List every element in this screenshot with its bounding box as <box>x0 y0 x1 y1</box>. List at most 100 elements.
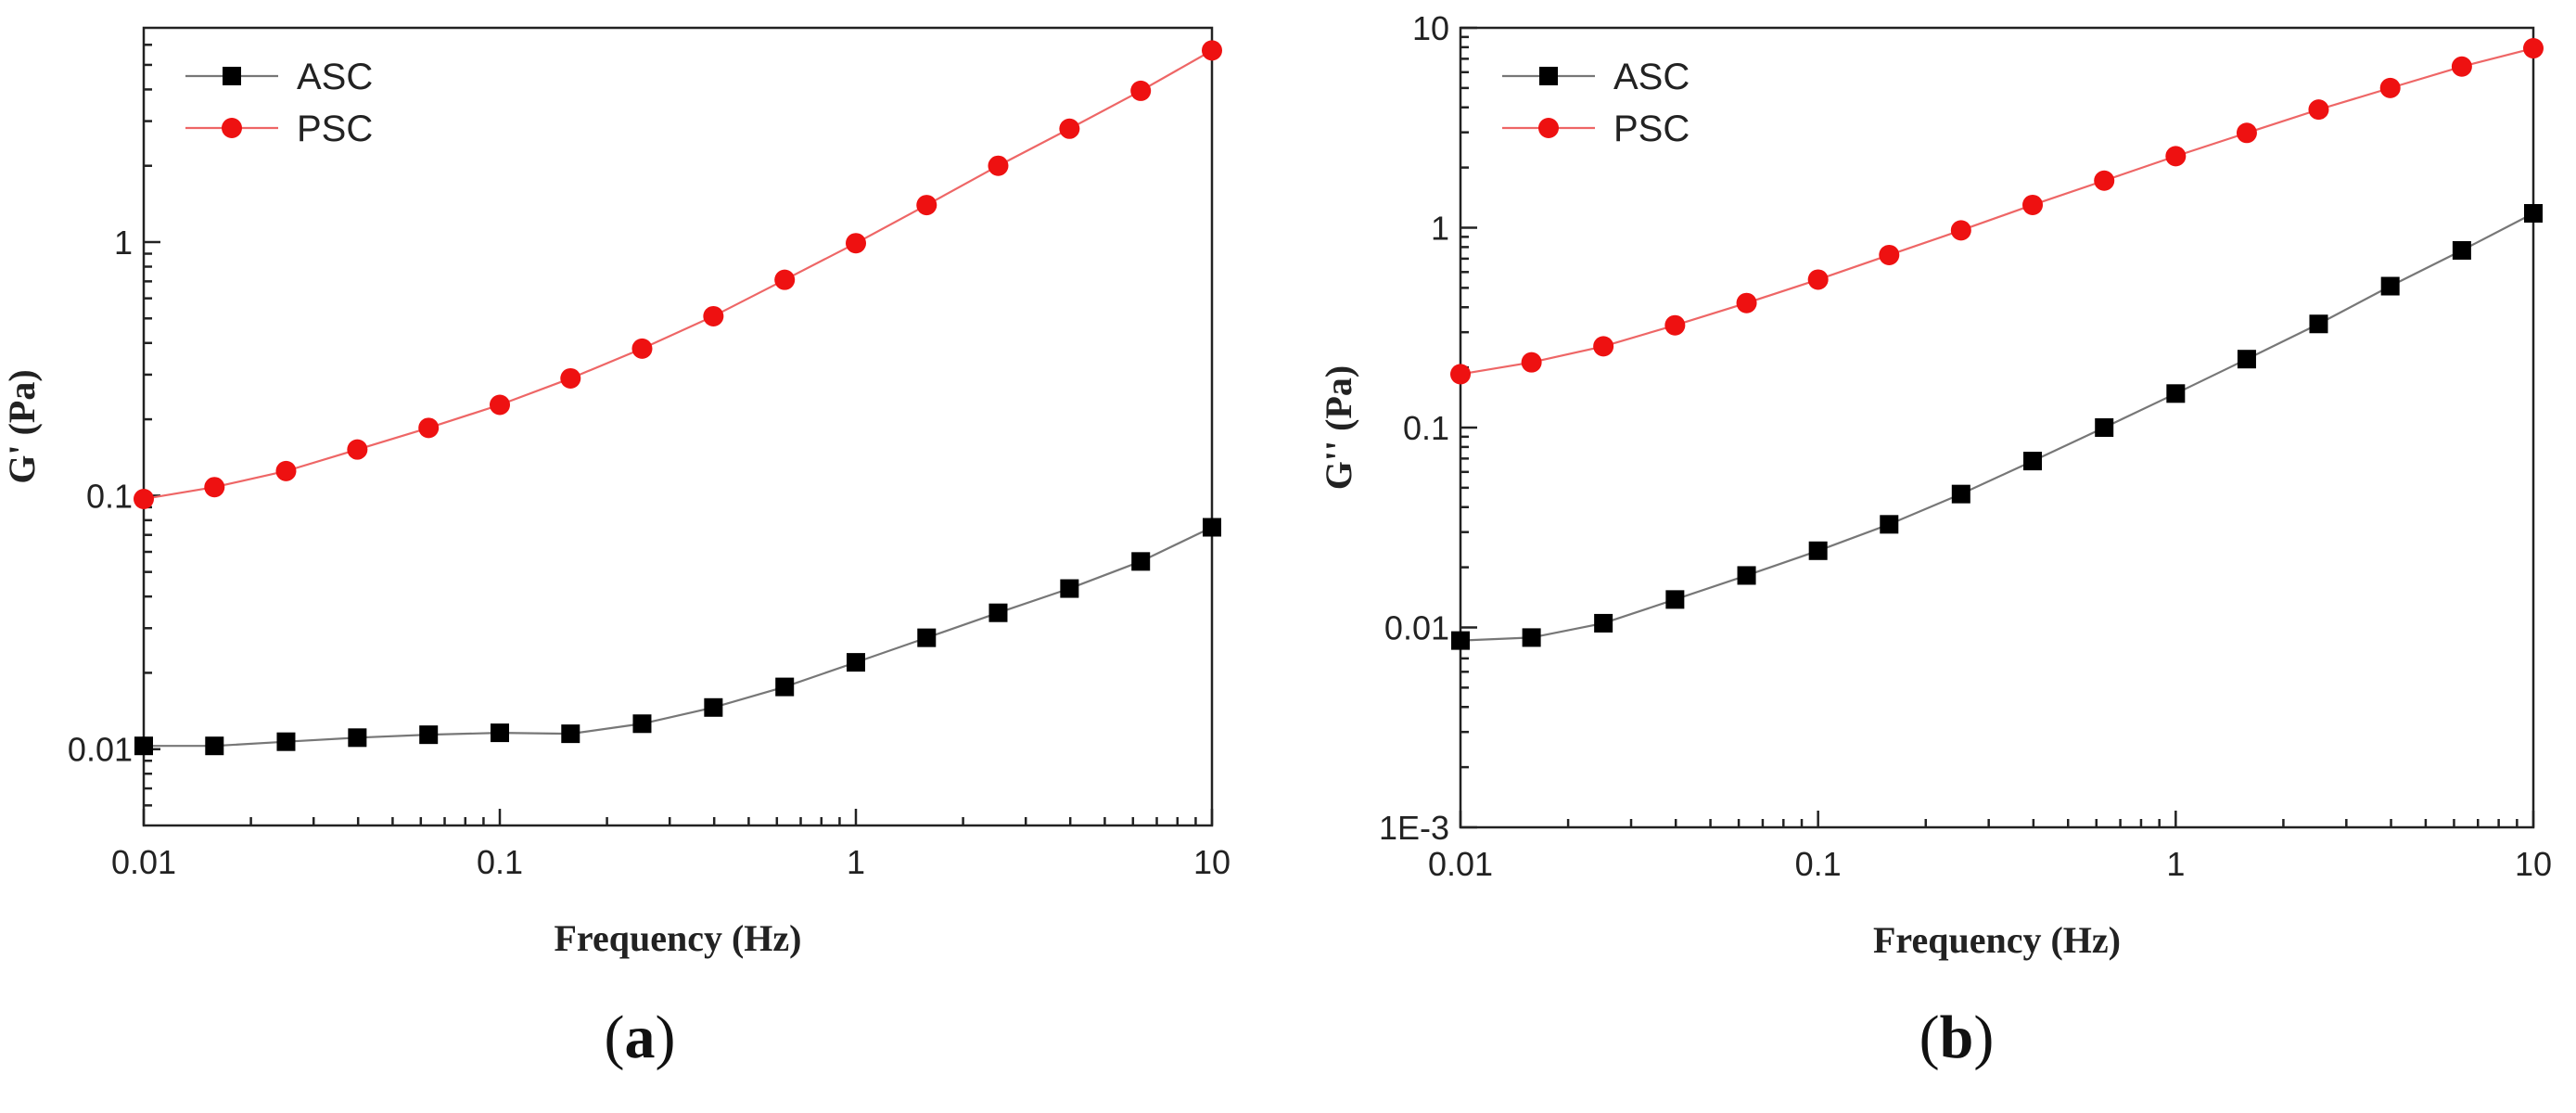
data-point-asc <box>2237 350 2256 369</box>
legend-label: PSC <box>297 109 373 149</box>
x-axis-title: Frequency (Hz) <box>1873 919 2121 961</box>
x-tick-label: 10 <box>1193 843 1231 881</box>
data-point-asc <box>1665 590 1685 609</box>
panel-label: (b) <box>1919 1004 1995 1071</box>
data-point-asc <box>1203 518 1221 537</box>
data-point-asc <box>1951 484 1970 504</box>
x-axis-title: Frequency (Hz) <box>555 917 802 959</box>
series-line-psc <box>143 49 1213 501</box>
data-point-psc <box>2523 38 2544 59</box>
legend-label: ASC <box>297 57 373 97</box>
legend-label: PSC <box>1613 109 1690 149</box>
data-point-psc <box>2308 99 2329 121</box>
data-point-asc <box>2452 240 2471 260</box>
y-tick-label: 1 <box>1431 210 1449 248</box>
y-tick-label: 1 <box>114 224 133 262</box>
data-point-psc <box>1450 364 1471 385</box>
panel-letter: a <box>625 1004 656 1071</box>
legend-item-asc: ASC <box>1502 57 1690 97</box>
x-tick-label: 0.01 <box>111 843 176 881</box>
series-asc <box>1451 204 2543 650</box>
legend-marker <box>222 118 242 138</box>
y-tick-label: 10 <box>1412 9 1449 47</box>
data-point-psc <box>988 155 1009 176</box>
data-point-psc <box>631 338 653 359</box>
data-point-asc <box>2095 418 2114 437</box>
data-point-psc <box>347 439 368 460</box>
legend-marker <box>223 67 241 85</box>
data-point-psc <box>774 269 796 290</box>
series-psc <box>1450 38 2544 385</box>
data-point-psc <box>1807 269 1829 290</box>
series-asc <box>134 518 1221 756</box>
data-point-psc <box>2165 146 2187 167</box>
chart-panel-a: 0.01 0.1 1 10 0.01 0.1 1 Frequency (Hz) G' (Pa) A… <box>1 26 1231 1071</box>
data-point-psc <box>134 488 154 509</box>
x-tick-label: 0.01 <box>1428 845 1493 883</box>
x-tick-label: 0.1 <box>477 843 523 881</box>
data-point-psc <box>2094 170 2115 191</box>
data-point-asc <box>847 653 865 672</box>
data-point-asc <box>632 714 652 734</box>
panel-label: (a) <box>605 1004 676 1071</box>
data-point-psc <box>1950 220 1971 241</box>
legend-item-psc: PSC <box>1502 109 1690 149</box>
data-point-asc <box>988 603 1008 622</box>
y-axis-title: G' (Pa) <box>1 369 43 483</box>
data-point-asc <box>491 723 509 743</box>
data-point-asc <box>917 628 937 647</box>
data-point-asc <box>1594 613 1613 633</box>
data-point-psc <box>846 233 866 254</box>
x-tick-label: 0.1 <box>1795 845 1842 883</box>
data-point-psc <box>560 367 581 389</box>
series-line-psc <box>1460 46 2534 376</box>
series-line-asc <box>144 526 1213 748</box>
series-line-asc <box>1460 212 2534 642</box>
data-point-asc <box>1522 628 1541 647</box>
data-point-psc <box>703 305 724 326</box>
data-point-psc <box>2236 122 2257 144</box>
data-point-psc <box>2451 56 2472 77</box>
data-point-asc <box>2309 314 2328 334</box>
x-tick-label: 10 <box>2515 845 2552 883</box>
legend-label: ASC <box>1613 57 1690 97</box>
data-point-asc <box>1880 515 1899 534</box>
legend-marker <box>1538 118 1559 138</box>
data-point-asc <box>419 725 439 745</box>
y-tick-label: 0.1 <box>86 477 133 515</box>
data-point-asc <box>134 736 153 756</box>
data-point-psc <box>2022 194 2044 215</box>
data-point-asc <box>205 736 224 756</box>
legend-item-asc: ASC <box>185 57 373 97</box>
y-tick-label: 1E-3 <box>1379 809 1449 847</box>
legend-item-psc: PSC <box>185 109 373 149</box>
data-point-psc <box>204 477 225 498</box>
data-point-psc <box>1130 80 1152 101</box>
data-point-psc <box>2379 77 2401 98</box>
y-axis-title: G'' (Pa) <box>1318 365 1359 490</box>
data-point-asc <box>1737 566 1756 585</box>
data-point-asc <box>2380 276 2400 296</box>
plot-frame <box>142 26 1214 827</box>
series-psc <box>134 40 1222 509</box>
data-point-asc <box>561 724 580 744</box>
data-point-psc <box>275 460 297 481</box>
data-point-asc <box>2023 452 2043 471</box>
data-point-asc <box>1808 541 1828 560</box>
x-tick-label: 1 <box>2166 845 2185 883</box>
panel-letter: b <box>1940 1004 1974 1071</box>
data-point-psc <box>1664 314 1686 336</box>
data-point-asc <box>1131 552 1151 571</box>
data-point-psc <box>1736 292 1757 313</box>
y-tick-label: 0.01 <box>68 731 133 769</box>
data-point-asc <box>2524 204 2543 224</box>
legend-marker <box>1539 67 1558 85</box>
data-point-psc <box>1521 352 1542 373</box>
data-point-asc <box>704 697 723 717</box>
data-point-psc <box>916 195 937 216</box>
x-tick-label: 1 <box>847 843 865 881</box>
data-point-asc <box>775 677 795 697</box>
data-point-psc <box>490 394 510 416</box>
